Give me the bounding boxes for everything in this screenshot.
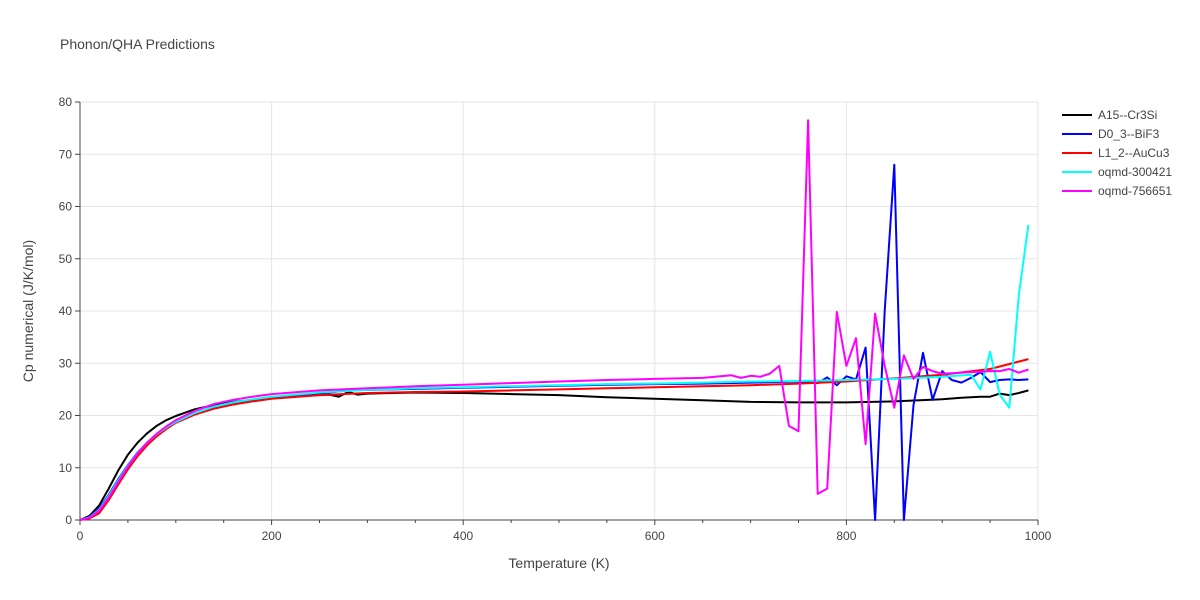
series-lines <box>79 119 1030 521</box>
y-tick-label: 40 <box>59 304 73 318</box>
legend-item[interactable]: A15--Cr3Si <box>1062 108 1157 122</box>
legend-item[interactable]: L1_2--AuCu3 <box>1062 146 1170 160</box>
grid-lines <box>80 101 1039 520</box>
series-line-1 <box>79 389 1029 521</box>
y-axis-title: Cp numerical (J/K/mol) <box>20 240 36 382</box>
y-tick-label: 20 <box>59 409 73 423</box>
x-tick-label: 0 <box>77 529 84 543</box>
y-tick-label: 70 <box>59 147 73 161</box>
legend-item[interactable]: oqmd-300421 <box>1062 165 1172 179</box>
y-tick-label: 10 <box>59 461 73 475</box>
legend-label: A15--Cr3Si <box>1098 108 1157 122</box>
legend-label: oqmd-300421 <box>1098 165 1172 179</box>
x-tick-label: 1000 <box>1025 529 1052 543</box>
y-tick-label: 0 <box>65 513 72 527</box>
x-tick-label: 400 <box>453 529 473 543</box>
legend-label: L1_2--AuCu3 <box>1098 146 1170 160</box>
series-line-2 <box>79 163 1029 521</box>
y-tick-label: 60 <box>59 200 73 214</box>
series-line-3 <box>79 358 1029 521</box>
x-tick-label: 800 <box>836 529 856 543</box>
x-tick-label: 200 <box>262 529 282 543</box>
legend-label: D0_3--BiF3 <box>1098 127 1160 141</box>
series-line-5 <box>79 119 1029 521</box>
chart-title: Phonon/QHA Predictions <box>60 36 215 52</box>
legend: A15--Cr3Si D0_3--BiF3 L1_2--AuCu3 oqmd-3004… <box>1062 108 1172 198</box>
legend-label: oqmd-756651 <box>1098 184 1172 198</box>
axes: 0 200 400 600 800 1000 0 10 20 30 40 50 60 70 80 <box>59 95 1052 543</box>
legend-item[interactable]: D0_3--BiF3 <box>1062 127 1160 141</box>
y-tick-label: 80 <box>59 95 73 109</box>
x-axis-title: Temperature (K) <box>508 555 609 571</box>
legend-item[interactable]: oqmd-756651 <box>1062 184 1172 198</box>
y-tick-label: 30 <box>59 356 73 370</box>
x-tick-label: 600 <box>645 529 665 543</box>
y-tick-label: 50 <box>59 252 73 266</box>
